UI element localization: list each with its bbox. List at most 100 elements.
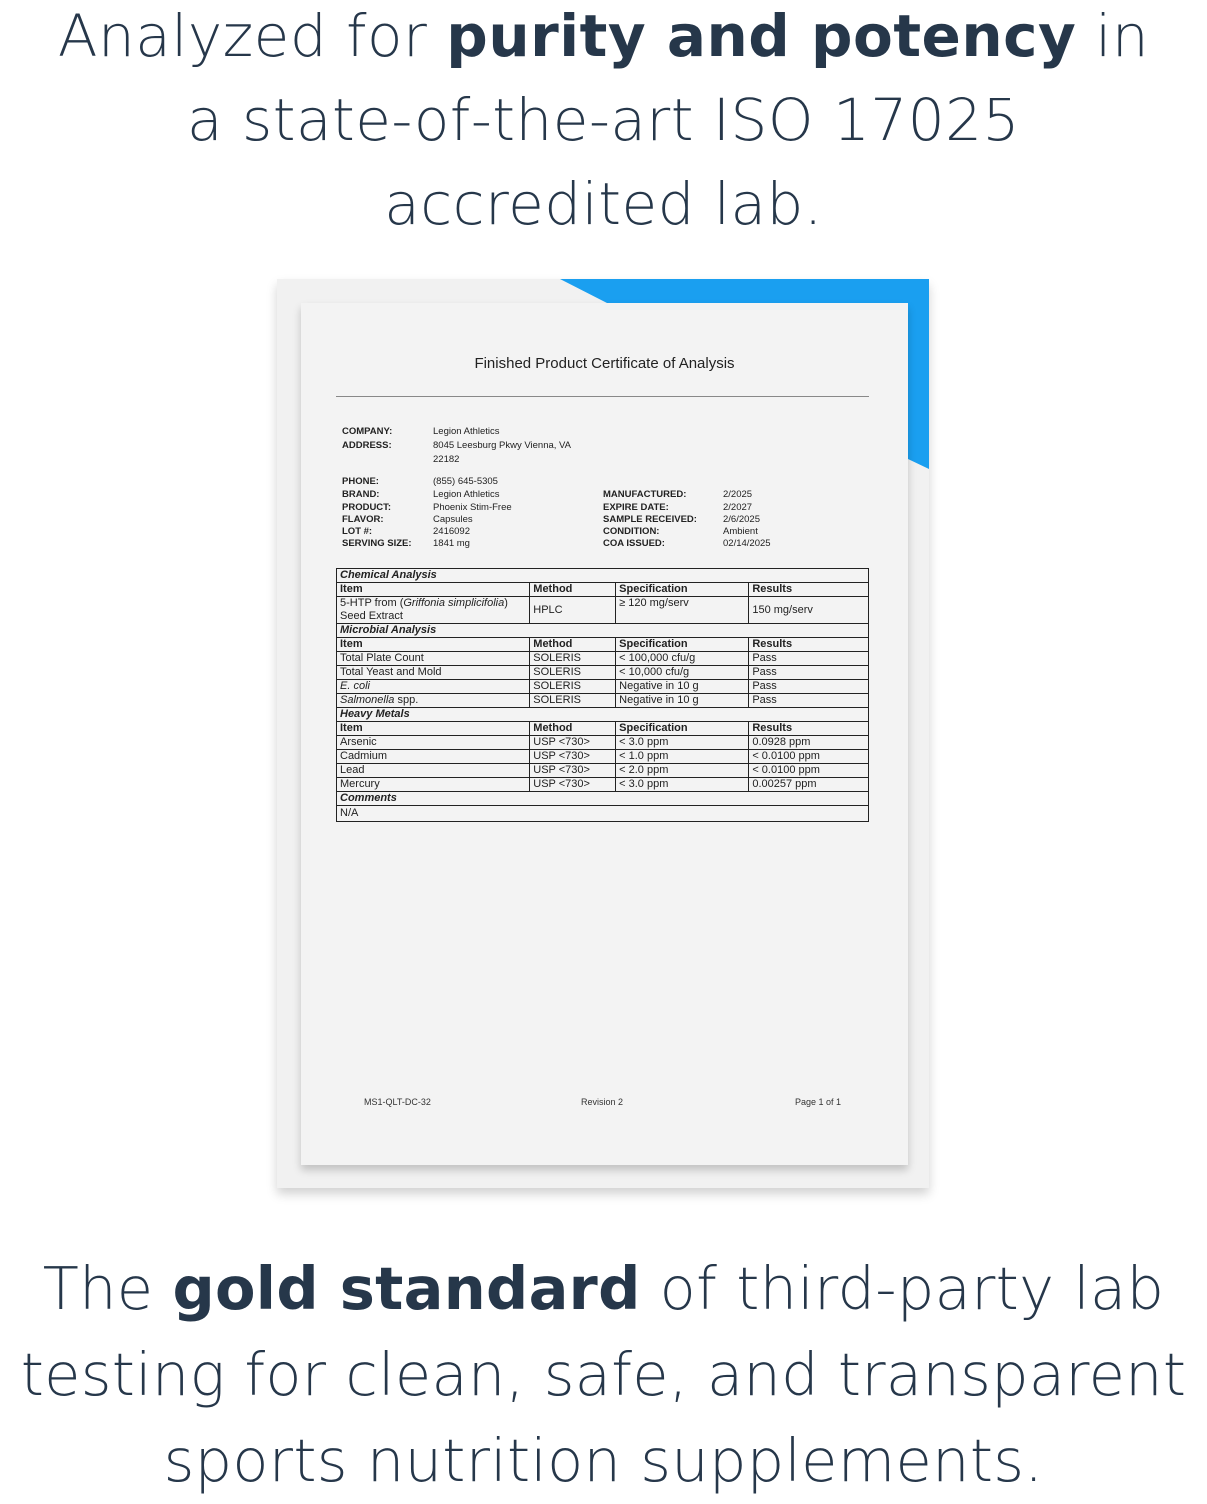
info-label: PHONE: [342,476,379,487]
item-cell: 5-HTP from (Griffonia simplicifolia) Seed… [335,596,531,624]
method-cell: SOLERIS [529,665,617,680]
column-header: Results [748,637,869,652]
item-cell: Total Plate Count [335,651,531,666]
column-header: Method [529,637,617,652]
info-label: SAMPLE RECEIVED: [603,514,697,525]
spec-cell: < 3.0 ppm [615,777,750,792]
certificate-title: Finished Product Certificate of Analysis [474,355,735,372]
item-cell: Total Yeast and Mold [335,665,531,680]
item-text: Total Plate Count [340,652,424,664]
comments-row: N/A [336,805,869,822]
column-header: Results [748,721,869,736]
result-cell: 150 mg/serv [748,596,869,624]
info-value: (855) 645-5305 [433,476,498,487]
table-row: 5-HTP from (Griffonia simplicifolia) Seed… [335,596,869,624]
column-header: Method [529,582,617,597]
info-value: Legion Athletics [433,426,500,437]
info-label: FLAVOR: [342,514,384,525]
footer-revision: Revision 2 [581,1097,624,1107]
info-value: Capsules [433,514,473,525]
item-text: 5-HTP from ( [340,597,404,609]
headline-text: testing for clean, safe, and transparent [20,1340,1187,1409]
section-title: Heavy Metals [336,707,869,722]
column-header: Specification [615,721,750,736]
method-cell: SOLERIS [529,693,617,708]
certificate-document: Finished Product Certificate of Analysis… [301,303,908,1165]
item-cell: Salmonella spp. [335,693,531,708]
column-header: Method [529,721,617,736]
result-cell: < 0.0100 ppm [748,749,869,764]
info-value: Ambient [723,526,758,537]
column-header: Specification [615,637,750,652]
column-header: Results [748,582,869,597]
headline-line: accredited lab. [0,162,1207,246]
info-value: 02/14/2025 [723,538,771,549]
table-row: Lead USP <730> < 2.0 ppm < 0.0100 ppm [335,763,869,778]
column-header: Item [335,637,531,652]
item-text: Salmonella [340,694,395,706]
headline-bottom: The gold standard of third-party lab test… [0,1246,1207,1504]
result-cell: < 0.0100 ppm [748,763,869,778]
method-cell: USP <730> [529,735,617,750]
info-value: 8045 Leesburg Pkwy Vienna, VA [433,440,572,451]
headline-text: of third-party lab [640,1254,1165,1323]
column-header-row: Item Method Specification Results [335,637,869,652]
info-label: CONDITION: [603,526,660,537]
headline-text: in [1076,2,1150,70]
headline-line: testing for clean, safe, and transparent [0,1332,1207,1418]
table-row: E. coli SOLERIS Negative in 10 g Pass [335,679,869,694]
headline-line: sports nutrition supplements. [0,1418,1207,1504]
method-cell: USP <730> [529,763,617,778]
info-value: 2/2027 [723,502,753,513]
headline-line: Analyzed for purity and potency in [0,0,1207,78]
blue-corner-accent [560,279,929,469]
headline-text: gold standard [172,1254,641,1323]
section-title: Microbial Analysis [336,623,869,638]
section-header-row: Microbial Analysis [336,623,869,638]
result-cell: 0.0928 ppm [748,735,869,750]
table-row: Total Yeast and Mold SOLERIS < 10,000 cfu/… [335,665,869,680]
section-header-row: Heavy Metals [336,707,869,722]
method-cell: SOLERIS [529,679,617,694]
headline-text: a state-of-the-art ISO 17025 [187,86,1020,154]
section-header-row: Chemical Analysis [336,568,869,583]
item-text: E. coli [340,680,370,692]
column-header: Item [335,582,531,597]
info-value: 22182 [433,454,460,465]
spec-cell: < 2.0 ppm [615,763,750,778]
method-cell: USP <730> [529,749,617,764]
table-row: Arsenic USP <730> < 3.0 ppm 0.0928 ppm [335,735,869,750]
info-label: EXPIRE DATE: [603,502,669,513]
spec-cell: ≥ 120 mg/serv [615,596,750,624]
method-cell: SOLERIS [529,651,617,666]
headline-text: Analyzed for [57,2,447,70]
item-text: Total Yeast and Mold [340,666,442,678]
item-text: spp. [394,694,419,706]
info-label: SERVING SIZE: [342,538,412,549]
spec-cell: Negative in 10 g [615,693,750,708]
headline-text: The [42,1254,173,1323]
info-label: COA ISSUED: [603,538,665,549]
table-row: Total Plate Count SOLERIS < 100,000 cfu/g P… [335,651,869,666]
column-header-row: Item Method Specification Results [335,582,869,597]
item-text: Cadmium [340,750,388,762]
spec-cell: < 1.0 ppm [615,749,750,764]
method-cell: HPLC [529,596,617,624]
spec-cell: < 10,000 cfu/g [615,665,750,680]
info-value: 2416092 [433,526,470,537]
info-value: 1841 mg [433,538,470,549]
info-label: ADDRESS: [342,440,392,451]
item-cell: Lead [335,763,531,778]
headline-line: a state-of-the-art ISO 17025 [0,78,1207,162]
info-label: COMPANY: [342,426,393,437]
result-cell: 0.00257 ppm [748,777,869,792]
info-label: PRODUCT: [342,502,392,513]
section-title: Chemical Analysis [336,568,869,583]
analysis-table: Chemical Analysis Item Method Specification… [335,568,869,822]
headline-text: accredited lab. [384,170,823,238]
spec-cell: < 3.0 ppm [615,735,750,750]
info-value: 2/6/2025 [723,514,760,525]
footer-doc-id: MS1-QLT-DC-32 [364,1097,431,1107]
comments-title: Comments [336,791,869,806]
table-row: Cadmium USP <730> < 1.0 ppm < 0.0100 ppm [335,749,869,764]
